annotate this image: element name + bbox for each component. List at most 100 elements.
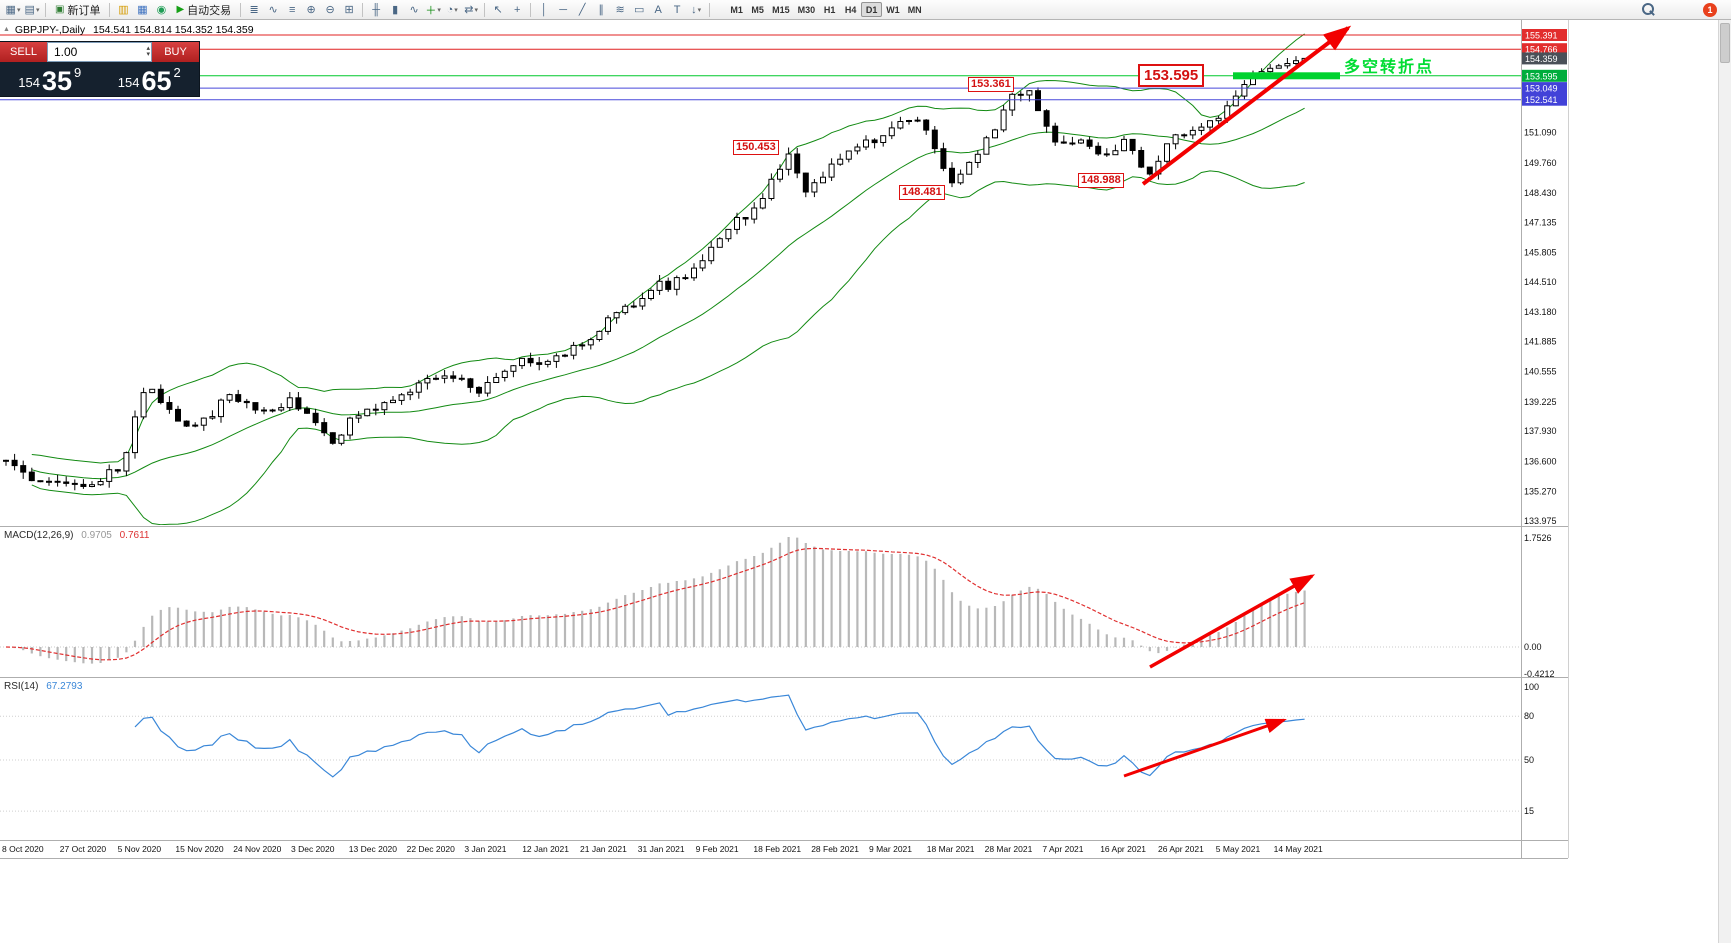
- svg-text:31 Jan 2021: 31 Jan 2021: [638, 844, 685, 854]
- buy-price-small: 154: [117, 75, 140, 90]
- market-watch-icon[interactable]: ▥: [118, 4, 129, 16]
- timeframe-w1[interactable]: W1: [886, 4, 900, 15]
- channel-tool-icon[interactable]: ∥: [598, 4, 604, 16]
- svg-text:154.359: 154.359: [1525, 54, 1558, 64]
- timeframe-m1[interactable]: M1: [730, 4, 743, 15]
- auto-trading-button[interactable]: ▶ 自动交易: [176, 4, 232, 17]
- svg-text:5 Nov 2020: 5 Nov 2020: [118, 844, 162, 854]
- macd-axis-label: 0.00: [1524, 642, 1542, 652]
- svg-text:141.885: 141.885: [1524, 337, 1557, 347]
- zoom-in-icon[interactable]: ⊕: [306, 4, 316, 16]
- macd-axis-label: 1.7526: [1524, 533, 1552, 543]
- trend-arrows[interactable]: [1123, 25, 1352, 778]
- tile-windows-icon[interactable]: ⊞: [344, 4, 354, 16]
- svg-text:28 Mar 2021: 28 Mar 2021: [985, 844, 1033, 854]
- timeframe-h1[interactable]: H1: [823, 4, 836, 15]
- scrollbar-thumb[interactable]: [1720, 23, 1730, 63]
- chart-marker-icon: ▲: [3, 26, 10, 33]
- add-indicator-icon[interactable]: ＋ ▾: [425, 4, 441, 17]
- toolbar-separator: [484, 2, 486, 17]
- buy-button[interactable]: BUY: [152, 42, 199, 62]
- notification-badge[interactable]: 1: [1703, 2, 1717, 17]
- svg-text:147.135: 147.135: [1524, 217, 1557, 227]
- svg-text:12 Jan 2021: 12 Jan 2021: [522, 844, 569, 854]
- line-chart-mode-icon[interactable]: ∿: [409, 4, 419, 16]
- svg-text:155.391: 155.391: [1525, 31, 1558, 41]
- navigator-icon[interactable]: ◉: [156, 4, 167, 16]
- fibonacci-tool-icon[interactable]: ≋: [615, 4, 625, 16]
- chart-symbol-period: GBPJPY-,Daily: [14, 24, 86, 36]
- horizontal-line-tool-icon[interactable]: ─: [559, 3, 568, 16]
- horizontal-level-lines[interactable]: [0, 34, 1521, 101]
- rsi-axis-label: 15: [1524, 806, 1534, 816]
- new-chart-icon[interactable]: ▦ ▾: [5, 4, 21, 16]
- price-axis[interactable]: 151.090 149.760 148.430 147.135 145.805 144.5…: [1522, 29, 1567, 816]
- svg-text:140.555: 140.555: [1524, 367, 1557, 377]
- svg-text:24 Nov 2020: 24 Nov 2020: [233, 844, 281, 854]
- sell-price[interactable]: 154 35 9: [0, 62, 100, 96]
- objects-list-icon[interactable]: ∿: [268, 4, 278, 16]
- zoom-out-icon[interactable]: ⊖: [325, 4, 335, 16]
- toolbar-separator: [362, 2, 364, 17]
- arrows-tool-icon[interactable]: ↓ ▾: [691, 3, 702, 16]
- timeframe-h4[interactable]: H4: [844, 4, 857, 15]
- trendline-tool-icon[interactable]: ╱: [578, 4, 586, 16]
- candles: [3, 56, 1308, 491]
- templates-menu-icon[interactable]: ⇄ ▾: [464, 4, 479, 16]
- data-window-icon[interactable]: ▦: [137, 4, 148, 16]
- chinese-annotation[interactable]: 多空转折点: [1344, 59, 1435, 76]
- svg-text:15 Nov 2020: 15 Nov 2020: [175, 844, 223, 854]
- timeframe-m30[interactable]: M30: [797, 4, 816, 15]
- buy-price[interactable]: 154 65 2: [100, 62, 200, 96]
- svg-text:5 May 2021: 5 May 2021: [1216, 844, 1261, 854]
- period-separators-icon[interactable]: ≡: [288, 3, 296, 16]
- new-order-button[interactable]: ▣ 新订单: [55, 4, 101, 17]
- macd-value: 0.9705: [81, 530, 112, 541]
- volume-value: 1.00: [54, 45, 78, 59]
- svg-text:154.766: 154.766: [1525, 45, 1558, 55]
- timeframe-m5[interactable]: M5: [751, 4, 764, 15]
- svg-text:26 Apr 2021: 26 Apr 2021: [1158, 844, 1204, 854]
- bar-chart-mode-icon[interactable]: ╫: [372, 3, 381, 16]
- svg-text:13 Dec 2020: 13 Dec 2020: [349, 844, 397, 854]
- rsi-value: 67.2793: [46, 681, 83, 692]
- candlestick-mode-icon[interactable]: ▮: [392, 4, 399, 16]
- svg-text:18 Feb 2021: 18 Feb 2021: [753, 844, 801, 854]
- search-icon[interactable]: [1642, 3, 1655, 16]
- rsi-panel: [0, 694, 1521, 812]
- buy-price-sup: 2: [173, 65, 181, 80]
- timeframe-mn[interactable]: MN: [907, 4, 922, 15]
- shapes-tool-icon[interactable]: ▭: [633, 4, 645, 16]
- chart-ohlc-values: 154.541 154.814 154.352 154.359: [93, 24, 254, 36]
- timeframe-m15[interactable]: M15: [772, 4, 790, 15]
- key-level-callout[interactable]: 153.595: [1138, 64, 1205, 87]
- volume-input[interactable]: 1.00 ▴ ▾: [47, 42, 152, 62]
- sell-price-sup: 9: [74, 65, 82, 80]
- svg-text:148.430: 148.430: [1524, 188, 1557, 198]
- panel-separators[interactable]: [0, 20, 1569, 859]
- price-callout[interactable]: 150.453: [733, 140, 779, 155]
- indicators-list-icon[interactable]: ≣: [249, 4, 259, 16]
- timeframe-bar: M1 M5 M15 M30 H1 H4 D1 W1 MN: [726, 2, 926, 17]
- periods-menu-icon[interactable]: ◔ ▾: [446, 3, 458, 16]
- sell-button[interactable]: SELL: [0, 42, 47, 62]
- text-tool-icon[interactable]: A: [654, 3, 662, 16]
- svg-text:8 Oct 2020: 8 Oct 2020: [2, 844, 44, 854]
- svg-text:21 Jan 2021: 21 Jan 2021: [580, 844, 627, 854]
- text-label-tool-icon[interactable]: T: [673, 3, 681, 16]
- date-axis[interactable]: 8 Oct 2020 27 Oct 2020 5 Nov 2020 15 Nov 20…: [2, 844, 1323, 854]
- cursor-tool-icon[interactable]: ↖: [493, 4, 503, 16]
- volume-spinner[interactable]: ▴ ▾: [146, 45, 150, 58]
- main-toolbar: ▦ ▾ ▤ ▾ ▣ 新订单 ▥ ▦ ◉ ▶ 自动交易 ≣ ∿ ≡ ⊕ ⊖ ⊞ ╫ ▮ ∿ ＋ ▾ ◔ ▾ ⇄ ▾ ↖ + │ ─ ╱ ∥ ≋ ▭ A…: [0, 0, 1731, 20]
- svg-text:16 Apr 2021: 16 Apr 2021: [1100, 844, 1146, 854]
- price-callout[interactable]: 148.988: [1078, 173, 1124, 188]
- profiles-icon[interactable]: ▤ ▾: [24, 4, 40, 16]
- vertical-scrollbar[interactable]: [1718, 20, 1731, 943]
- timeframe-d1[interactable]: D1: [861, 2, 883, 17]
- vertical-line-tool-icon[interactable]: │: [540, 3, 548, 16]
- price-callout[interactable]: 148.481: [899, 185, 945, 200]
- price-callout[interactable]: 153.361: [968, 77, 1014, 92]
- crosshair-tool-icon[interactable]: +: [513, 3, 521, 16]
